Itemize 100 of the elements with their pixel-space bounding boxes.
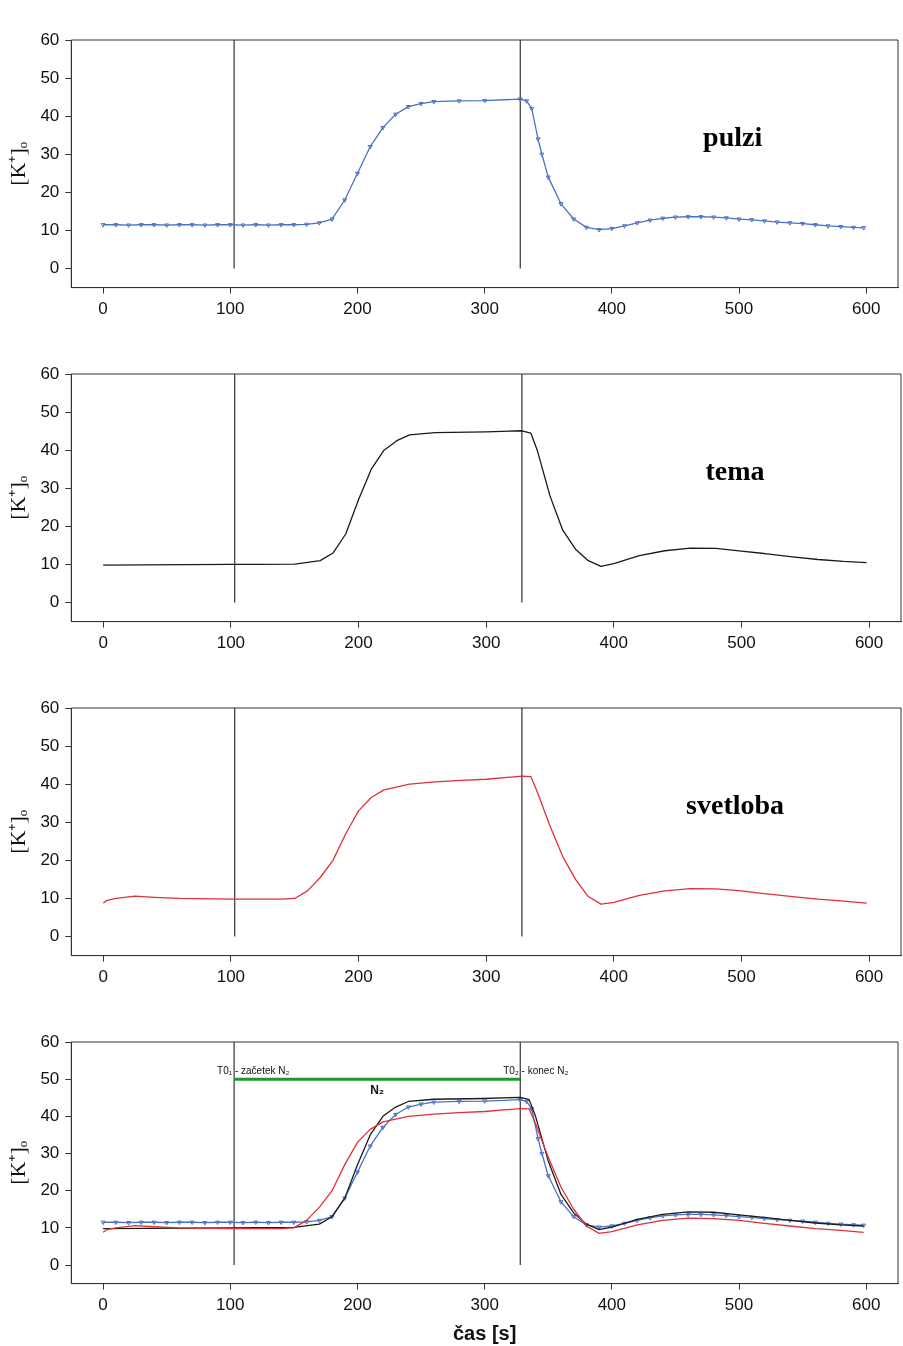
point xyxy=(571,1215,577,1220)
series-label: N₂ xyxy=(370,1083,385,1098)
x-tick-label: 200 xyxy=(344,633,373,653)
y-tick-label: 10 xyxy=(40,554,60,574)
x-tick-label: 600 xyxy=(852,299,881,319)
point xyxy=(278,1220,284,1226)
y-axis-title: [K⁺]ₒ xyxy=(4,475,30,520)
y-tick-label: 20 xyxy=(40,182,60,202)
point xyxy=(685,215,691,220)
y-tick-label: 60 xyxy=(40,697,60,717)
point xyxy=(685,1212,691,1218)
point xyxy=(850,1223,856,1228)
point xyxy=(825,224,831,229)
point xyxy=(405,1105,411,1110)
point xyxy=(535,137,541,142)
point xyxy=(571,217,577,222)
point xyxy=(405,105,411,110)
x-axis-title: čas [s] xyxy=(452,1321,517,1344)
point xyxy=(800,221,806,227)
x-tick-label: 0 xyxy=(98,967,108,987)
point xyxy=(736,217,742,222)
point xyxy=(240,1220,246,1226)
y-tick-label: 20 xyxy=(40,1180,60,1200)
y-tick-label: 40 xyxy=(40,105,60,125)
point xyxy=(253,1220,259,1226)
point xyxy=(517,1097,523,1103)
x-tick-label: 300 xyxy=(471,633,501,653)
point xyxy=(354,1170,360,1175)
point xyxy=(812,1220,818,1226)
y-axis-title: [K⁺]ₒ xyxy=(4,141,30,186)
annotation: T0₁ - začetek N₂ xyxy=(217,1064,290,1076)
point xyxy=(723,216,729,221)
point xyxy=(151,1220,157,1226)
annotation: T0₂ - konec N₂ xyxy=(503,1064,569,1076)
y-tick-label: 0 xyxy=(49,592,60,612)
y-tick-label: 60 xyxy=(40,1031,60,1051)
y-tick-label: 60 xyxy=(40,29,60,49)
point xyxy=(354,171,360,177)
x-tick-label: 400 xyxy=(597,299,627,319)
point xyxy=(698,215,704,220)
point xyxy=(838,225,844,230)
point xyxy=(304,1220,310,1225)
point xyxy=(634,221,640,226)
point xyxy=(126,223,132,228)
point xyxy=(838,1222,844,1227)
point xyxy=(861,1223,867,1229)
point xyxy=(227,223,233,228)
point xyxy=(393,112,399,118)
x-tick-label: 600 xyxy=(854,633,884,653)
point xyxy=(418,101,424,107)
point xyxy=(622,224,628,229)
x-tick-label: 200 xyxy=(343,299,372,319)
point xyxy=(524,99,530,104)
x-tick-label: 400 xyxy=(599,633,628,653)
point xyxy=(800,1219,806,1224)
y-tick-label: 20 xyxy=(40,850,60,870)
y-tick-label: 30 xyxy=(40,143,60,163)
point xyxy=(698,1212,704,1218)
point xyxy=(545,175,551,180)
point xyxy=(316,1218,322,1224)
point xyxy=(215,1220,221,1226)
x-tick-label: 200 xyxy=(344,967,373,987)
x-tick-label: 100 xyxy=(216,299,245,319)
x-tick-label: 0 xyxy=(98,1295,108,1315)
x-tick-label: 600 xyxy=(854,967,884,987)
point xyxy=(291,1220,297,1226)
point xyxy=(126,1220,132,1226)
point xyxy=(524,1099,530,1105)
point xyxy=(711,215,717,220)
x-tick-label: 200 xyxy=(343,1295,372,1315)
point xyxy=(189,223,195,228)
point xyxy=(138,1220,144,1226)
y-tick-label: 50 xyxy=(40,401,60,421)
point xyxy=(672,215,678,220)
point xyxy=(850,225,856,231)
y-axis-title: [K⁺]ₒ xyxy=(4,1140,30,1185)
point xyxy=(749,218,755,223)
text: pulzi xyxy=(703,121,763,153)
x-tick-label: 600 xyxy=(852,1295,881,1315)
text: svetloba xyxy=(686,789,785,821)
point xyxy=(304,222,310,228)
x-tick-label: 100 xyxy=(216,1295,245,1315)
point xyxy=(113,1220,119,1226)
y-tick-label: 40 xyxy=(40,773,60,793)
point xyxy=(482,1099,488,1104)
y-tick-label: 30 xyxy=(40,811,60,831)
point xyxy=(431,1100,437,1106)
x-tick-label: 500 xyxy=(727,633,756,653)
point xyxy=(647,218,653,223)
point xyxy=(558,202,564,207)
point xyxy=(418,1102,424,1107)
x-tick-label: 500 xyxy=(724,299,754,319)
point xyxy=(711,1213,717,1218)
point xyxy=(113,223,119,228)
point xyxy=(539,152,545,158)
y-tick-label: 10 xyxy=(40,220,60,240)
y-tick-label: 0 xyxy=(49,926,60,946)
point xyxy=(596,228,602,233)
x-tick-label: 500 xyxy=(727,967,756,987)
point xyxy=(176,223,182,228)
